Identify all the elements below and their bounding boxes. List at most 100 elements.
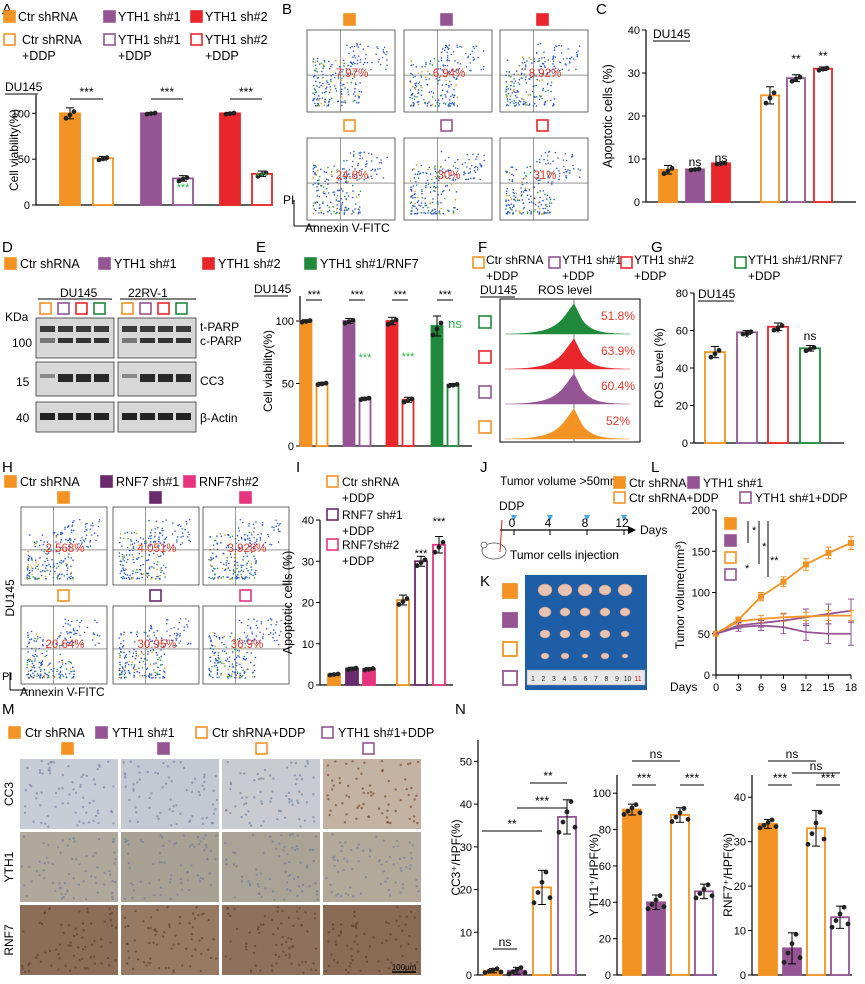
flow-event xyxy=(532,105,535,107)
flow-event xyxy=(131,661,133,663)
flow-event xyxy=(241,521,244,524)
cell-nucleus xyxy=(388,894,392,897)
flow-event xyxy=(188,518,191,521)
cell-nucleus xyxy=(175,842,178,845)
legend-label: Ctr shRNA xyxy=(486,253,543,267)
flow-event xyxy=(225,646,228,649)
ihc-texture xyxy=(123,834,218,901)
cell-nucleus xyxy=(76,824,79,827)
flow-event xyxy=(322,85,324,88)
flow-event xyxy=(520,187,522,189)
flow-scatter xyxy=(118,618,192,679)
flow-event xyxy=(353,211,355,214)
legend-ddp: +DDP xyxy=(342,554,374,568)
panel-letter-N: N xyxy=(455,701,466,718)
flow-event xyxy=(123,554,126,557)
flow-event xyxy=(79,621,81,624)
cell-nucleus xyxy=(93,783,97,786)
flow-event xyxy=(380,159,382,161)
flow-event xyxy=(544,60,546,63)
band xyxy=(176,338,191,343)
flow-event xyxy=(550,84,552,87)
flow-event xyxy=(56,670,58,673)
cell-nucleus xyxy=(177,942,180,946)
flow-event xyxy=(131,543,134,546)
flow-event xyxy=(356,62,359,65)
flow-event xyxy=(435,210,437,213)
flow-scatter xyxy=(26,518,101,580)
flow-event xyxy=(122,577,124,580)
flow-event xyxy=(416,196,419,199)
flow-event xyxy=(148,537,150,539)
flow-event xyxy=(508,71,511,73)
flow-event xyxy=(326,204,329,207)
flow-event xyxy=(246,562,248,565)
flow-event xyxy=(445,75,448,78)
flow-event xyxy=(28,575,31,578)
flow-event xyxy=(255,561,257,563)
legend-ddp: +DDP xyxy=(342,524,374,538)
flow-event xyxy=(119,654,122,657)
flow-event xyxy=(120,673,123,675)
row-label: RNF7 xyxy=(2,924,16,956)
cell-nucleus xyxy=(171,810,174,813)
flow-event xyxy=(69,565,72,568)
cell-nucleus xyxy=(259,824,263,827)
flow-event xyxy=(238,675,241,678)
flow-event xyxy=(444,94,446,96)
data-point xyxy=(685,816,691,822)
flow-event xyxy=(414,205,416,208)
flow-plot xyxy=(306,137,396,221)
flow-event xyxy=(329,98,331,101)
flow-event xyxy=(343,171,345,174)
flow-event xyxy=(331,175,333,178)
flow-event xyxy=(98,635,101,637)
flow-event xyxy=(240,573,243,576)
cell-nucleus xyxy=(298,964,301,967)
sample-marker xyxy=(239,491,252,504)
flow-event xyxy=(147,572,149,575)
flow-event xyxy=(535,95,538,98)
flow-event xyxy=(82,545,84,548)
flow-event xyxy=(125,656,127,659)
flow-event xyxy=(410,64,413,67)
flow-event xyxy=(214,645,217,648)
lane-marker xyxy=(57,302,70,315)
flow-event xyxy=(522,103,525,106)
mouse-ear-icon xyxy=(480,541,488,549)
flow-event xyxy=(455,77,458,79)
flow-event xyxy=(72,529,75,532)
flow-event xyxy=(444,175,447,178)
cell-nucleus xyxy=(68,837,71,841)
flow-event xyxy=(89,528,92,530)
flow-event xyxy=(332,74,334,76)
flow-event xyxy=(60,644,63,647)
flow-event xyxy=(81,542,83,544)
flow-event xyxy=(319,81,321,84)
flow-event xyxy=(228,665,231,668)
flow-event xyxy=(233,671,236,674)
cell-nucleus xyxy=(288,860,291,864)
flow-event xyxy=(483,159,486,162)
flow-event xyxy=(323,186,325,189)
cell-nucleus xyxy=(203,849,206,852)
flow-event xyxy=(557,157,559,159)
cell-nucleus xyxy=(286,852,289,856)
flow-event xyxy=(68,660,70,663)
flow-event xyxy=(411,97,414,100)
cell-nucleus xyxy=(47,844,50,847)
flow-event xyxy=(316,57,319,60)
flow-event xyxy=(209,640,212,643)
data-point xyxy=(346,319,352,325)
injection-marker xyxy=(511,515,517,521)
data-point xyxy=(692,167,698,172)
panel-letter-A: A xyxy=(2,1,12,18)
data-point xyxy=(564,809,570,815)
flow-event xyxy=(252,531,255,533)
flow-event xyxy=(365,160,368,162)
flow-event xyxy=(507,88,510,90)
cell-nucleus xyxy=(335,943,338,946)
histogram xyxy=(504,338,631,370)
data-point xyxy=(315,382,321,388)
data-point xyxy=(837,911,843,917)
